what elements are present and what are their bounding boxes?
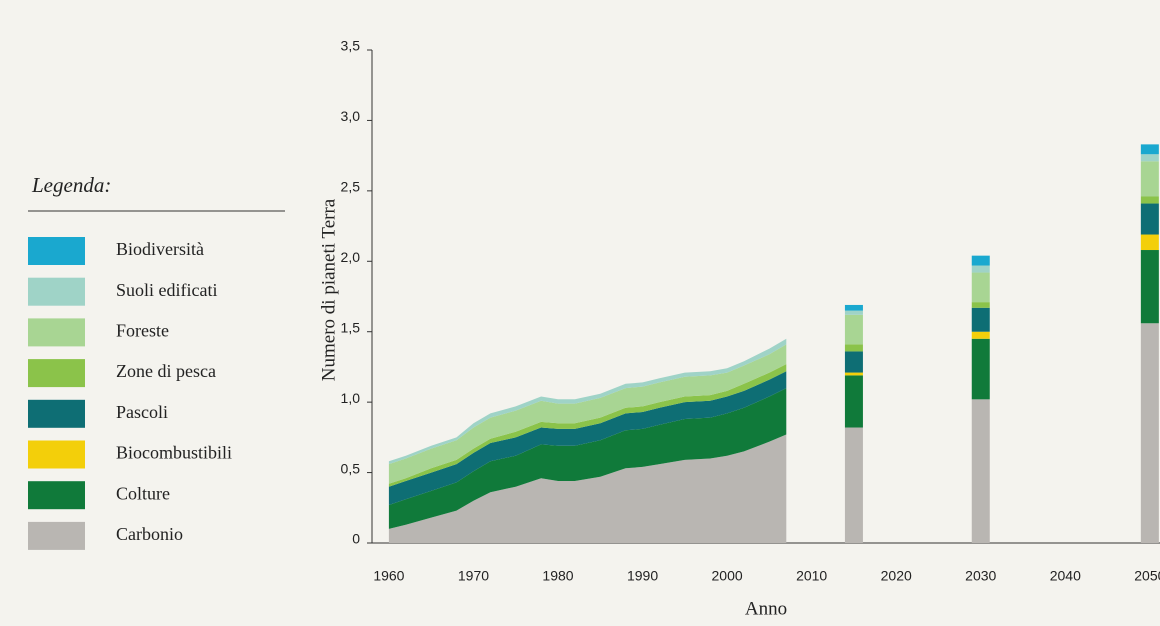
y-tick-label: 3,5	[341, 38, 361, 54]
x-tick-label: 2010	[796, 568, 827, 584]
x-tick-label: 2050	[1134, 568, 1160, 584]
legend-label: Suoli edificati	[116, 280, 217, 300]
bar-segment	[1140, 144, 1159, 155]
bar-segment	[844, 372, 863, 376]
bar-segment	[844, 344, 863, 352]
bar-segment	[1140, 203, 1159, 235]
legend-label: Zone di pesca	[116, 361, 216, 381]
legend-title: Legenda:	[31, 173, 111, 197]
bar-segment	[1140, 234, 1159, 251]
x-tick-label: 1960	[373, 568, 404, 584]
x-tick-label: 2000	[712, 568, 743, 584]
area-layer	[388, 364, 787, 487]
bar-segment	[844, 375, 863, 428]
bar-segment	[1140, 323, 1159, 543]
x-axis-label: Anno	[745, 598, 787, 619]
bar-segment	[971, 255, 990, 266]
x-tick-label: 1980	[542, 568, 573, 584]
bar-segment	[844, 304, 863, 311]
y-tick-label: 2,5	[341, 179, 361, 195]
x-tick-label: 1990	[627, 568, 658, 584]
bar-segment	[971, 307, 990, 332]
bar-segment	[971, 265, 990, 273]
x-tick-label: 2040	[1050, 568, 1081, 584]
x-tick-label: 2030	[965, 568, 996, 584]
y-tick-label: 0	[352, 531, 360, 547]
legend-label: Biodiversità	[116, 239, 204, 259]
bar-segment	[971, 302, 990, 308]
y-tick-label: 2,0	[341, 249, 361, 265]
area-layer	[388, 388, 787, 529]
bar-segment	[1140, 154, 1159, 162]
bar-segment	[844, 427, 863, 543]
bar-segment	[971, 331, 990, 339]
y-tick-label: 1,0	[341, 390, 361, 406]
legend-label: Pascoli	[116, 402, 168, 422]
legend-swatch	[28, 481, 85, 510]
bar-segment	[1140, 250, 1159, 324]
bar-segment	[1140, 196, 1159, 204]
y-tick-label: 0,5	[341, 460, 361, 476]
y-tick-label: 1,5	[341, 319, 361, 335]
legend-label: Foreste	[116, 321, 169, 341]
legend-swatch	[28, 237, 85, 265]
bar-segment	[971, 399, 990, 543]
area-layer	[388, 434, 787, 543]
legend-label: Carbonio	[116, 524, 183, 544]
legend-swatch	[28, 359, 85, 388]
bar-segment	[1140, 161, 1159, 197]
legend-label: Biocombustibili	[116, 443, 232, 463]
legend-swatch	[28, 318, 85, 347]
x-tick-label: 1970	[458, 568, 489, 584]
legend-label: Colture	[116, 483, 170, 503]
y-axis-label: Numero di pianeti Terra	[318, 198, 339, 381]
legend-swatch	[28, 399, 85, 428]
bar-segment	[844, 351, 863, 373]
bar-segment	[971, 338, 990, 400]
y-tick-label: 3,0	[341, 108, 361, 124]
area-layer	[388, 344, 787, 484]
bar-segment	[971, 272, 990, 303]
x-tick-label: 2020	[881, 568, 912, 584]
area-layer	[388, 371, 787, 505]
bar-segment	[844, 314, 863, 345]
bar-segment	[844, 310, 863, 315]
legend-swatch	[28, 277, 85, 306]
legend-swatch	[28, 521, 85, 550]
legend-swatch	[28, 440, 85, 469]
